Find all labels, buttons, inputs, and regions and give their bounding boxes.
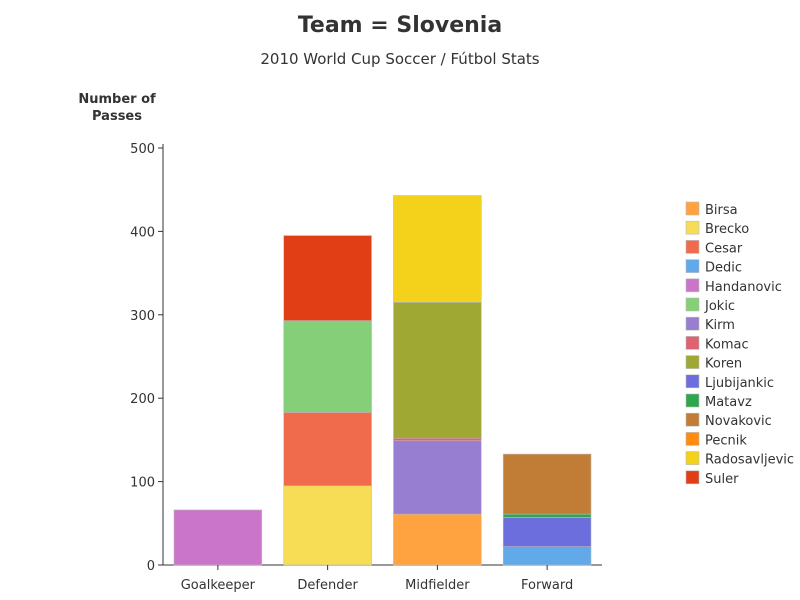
legend-label: Novakovic xyxy=(705,414,772,429)
y-tick-label: 500 xyxy=(130,142,155,157)
bar-segment xyxy=(283,412,372,487)
y-tick-label: 0 xyxy=(147,559,155,574)
bar-segment xyxy=(283,320,372,413)
legend-swatch xyxy=(685,259,700,273)
legend-swatch xyxy=(685,240,700,254)
legend-label: Radosavljevic xyxy=(705,453,794,468)
y-tick-label: 400 xyxy=(130,225,155,240)
legend-swatch xyxy=(685,412,700,427)
legend-label: Birsa xyxy=(705,203,738,218)
legend-label: Brecko xyxy=(705,222,749,237)
x-tick-label: Goalkeeper xyxy=(181,578,256,593)
legend-label: Handanovic xyxy=(705,280,782,295)
y-tick-label: 200 xyxy=(130,392,155,407)
bar-segment xyxy=(283,485,372,566)
legend-label: Suler xyxy=(705,472,739,487)
bar-segment xyxy=(393,437,482,442)
legend-label: Komac xyxy=(705,337,749,352)
bar-segment xyxy=(393,195,482,303)
legend-label: Matavz xyxy=(705,395,752,410)
legend-swatch xyxy=(685,278,700,293)
plot-area: 0 100 200 300 400 500 Goalkeeper Defender Midfie… xyxy=(130,142,602,593)
bar-segment xyxy=(173,509,263,566)
legend-swatch xyxy=(685,355,700,369)
legend-swatch xyxy=(685,393,700,408)
bar-segment xyxy=(393,440,482,515)
y-axis-label-line-2: Passes xyxy=(92,109,142,124)
x-tick-label: Forward xyxy=(521,578,573,593)
legend-swatch xyxy=(685,336,700,350)
bar-segment xyxy=(502,453,592,515)
legend-label: Jokic xyxy=(704,299,735,314)
legend-label: Dedic xyxy=(705,261,742,276)
legend: Birsa Brecko Cesar Dedic Handanovic Jokic Kirm… xyxy=(685,201,794,487)
chart-subtitle: 2010 World Cup Soccer / Fútbol Stats xyxy=(260,50,539,68)
x-tick-label: Midfielder xyxy=(405,578,470,593)
bar-segment xyxy=(502,513,592,518)
legend-label: Cesar xyxy=(705,241,743,256)
x-tick-label: Defender xyxy=(297,578,358,593)
legend-label: Kirm xyxy=(705,318,735,333)
y-axis-label-line-1: Number of xyxy=(78,92,156,107)
legend-swatch xyxy=(685,470,700,485)
chart-title: Team = Slovenia xyxy=(298,13,502,38)
legend-label: Pecnik xyxy=(705,433,747,448)
legend-label: Ljubijankic xyxy=(705,376,774,391)
bar-segment xyxy=(393,513,482,566)
legend-label: Koren xyxy=(705,357,742,372)
bar-segment xyxy=(393,301,482,439)
legend-swatch xyxy=(685,201,700,216)
y-tick-label: 300 xyxy=(130,309,155,324)
legend-swatch xyxy=(685,374,700,389)
legend-swatch xyxy=(685,297,700,312)
bar-segment xyxy=(502,546,592,566)
legend-swatch xyxy=(685,220,700,235)
legend-swatch xyxy=(685,316,700,331)
legend-swatch xyxy=(685,432,700,446)
bar-segment xyxy=(283,235,372,321)
y-tick-label: 100 xyxy=(130,476,155,491)
legend-swatch xyxy=(685,451,700,465)
bar-segment xyxy=(502,517,592,547)
